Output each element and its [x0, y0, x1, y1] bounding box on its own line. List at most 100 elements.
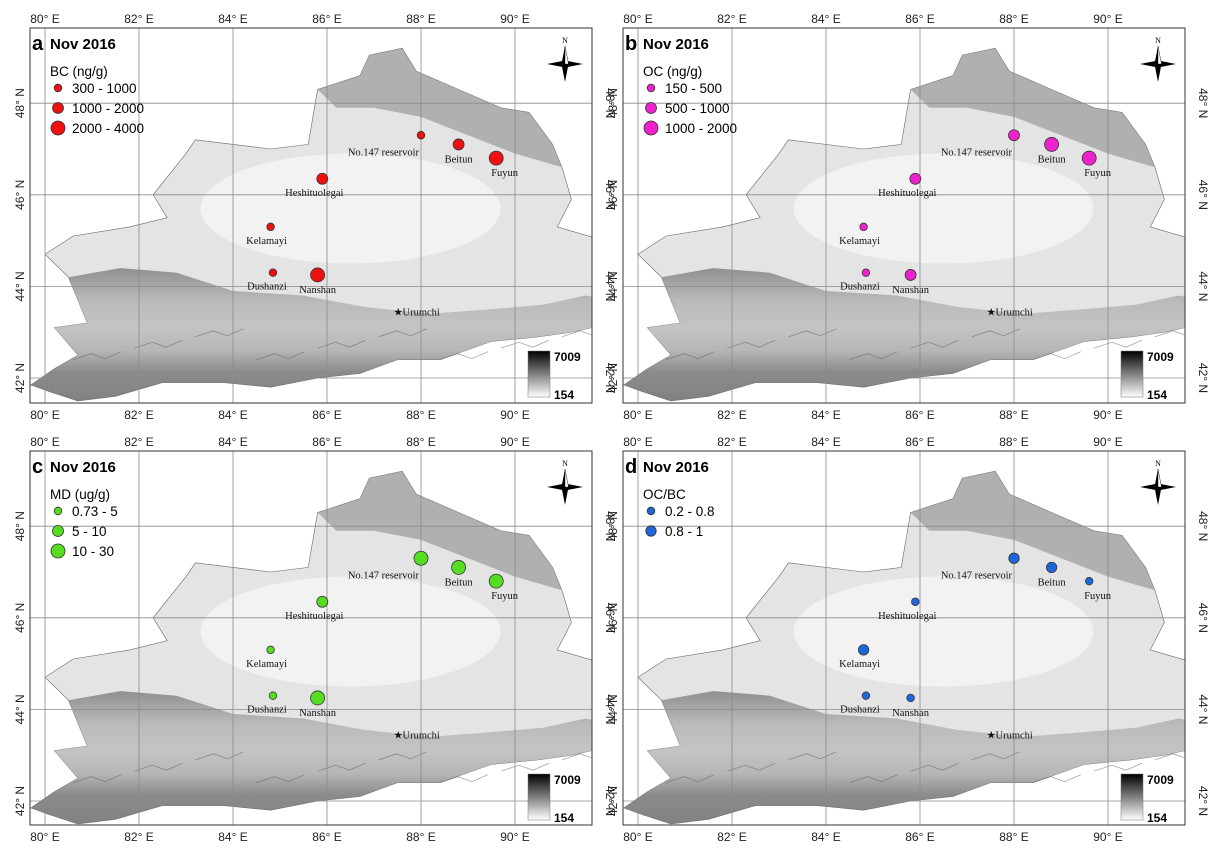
lon-tick-label-bottom: 82° E	[124, 830, 153, 844]
site-marker[interactable]	[488, 573, 504, 589]
site-label-urumchi: Urumchi	[403, 731, 440, 742]
north-arrow-icon: N	[547, 36, 583, 82]
junggar-basin	[793, 153, 1094, 264]
legend-title: OC/BC	[643, 487, 686, 502]
site-marker[interactable]	[268, 268, 278, 277]
site-marker[interactable]	[316, 595, 329, 608]
site-marker[interactable]	[451, 560, 467, 575]
site-marker[interactable]	[1008, 552, 1020, 564]
site-label: Heshituolegai	[285, 188, 343, 199]
terrain-layer	[623, 47, 1185, 402]
site-marker[interactable]	[861, 691, 871, 700]
junggar-basin	[793, 576, 1094, 687]
site-marker[interactable]	[266, 222, 275, 232]
lat-tick-label-right: 46° N	[603, 603, 617, 633]
lat-tick-label-right: 48° N	[1196, 511, 1208, 541]
site-marker[interactable]	[1084, 576, 1094, 586]
site-marker[interactable]	[266, 645, 275, 655]
lon-tick-label-top: 82° E	[717, 435, 746, 449]
urumchi-star-icon: ★	[987, 731, 997, 742]
map-panel-d: 80° E 80° E 82° E 82° E 84° E 84° E 86° E 86° E…	[606, 435, 1208, 844]
site-marker[interactable]	[416, 131, 426, 140]
lon-tick-label-top: 86° E	[312, 435, 341, 449]
ridge-line	[378, 328, 427, 338]
site-label: Kelamayi	[246, 659, 287, 670]
site-marker[interactable]	[904, 269, 917, 281]
elevation-max-label: 7009	[554, 773, 581, 787]
panel-date: Nov 2016	[643, 459, 709, 476]
site-label: Beitun	[445, 577, 474, 588]
lat-tick-label-left: 48° N	[606, 511, 620, 541]
lon-tick-label-bottom: 86° E	[905, 408, 934, 422]
lat-tick-label-left: 48° N	[606, 88, 620, 118]
lon-tick-label-top: 90° E	[1093, 435, 1122, 449]
site-marker[interactable]	[1044, 137, 1059, 152]
ridge-line	[134, 762, 183, 772]
site-marker[interactable]	[906, 693, 915, 703]
site-marker[interactable]	[310, 690, 326, 706]
lat-tick-label-right: 44° N	[1196, 271, 1208, 301]
lon-tick-label-bottom: 90° E	[500, 830, 529, 844]
site-marker[interactable]	[316, 172, 329, 185]
tianshan-shading	[30, 691, 592, 824]
urumchi-star-icon: ★	[394, 308, 404, 319]
site-marker[interactable]	[1046, 561, 1058, 574]
map-panel-a: 80° E 80° E 82° E 82° E 84° E 84° E 86° E 86° E…	[13, 12, 617, 422]
north-arrow-icon: N	[1140, 36, 1176, 82]
lon-tick-label-top: 88° E	[999, 435, 1028, 449]
site-label: Nanshan	[299, 708, 336, 719]
lat-tick-label-right: 46° N	[603, 180, 617, 210]
ridge-line	[195, 751, 244, 761]
site-marker[interactable]	[268, 691, 278, 700]
site-marker[interactable]	[488, 150, 504, 166]
ridge-line	[439, 351, 488, 361]
map-frame	[622, 27, 1186, 404]
ridge-line	[73, 351, 122, 361]
site-marker[interactable]	[861, 268, 871, 277]
legend-class-label: 1000 - 2000	[665, 121, 737, 136]
site-label: Fuyun	[1084, 591, 1112, 602]
ridge-line	[1032, 351, 1081, 361]
ridge-line	[1154, 330, 1185, 338]
legend-title: OC (ng/g)	[643, 64, 702, 79]
ridge-line	[666, 351, 715, 361]
legend-class-label: 300 - 1000	[72, 81, 137, 96]
altai-mountains	[910, 471, 1155, 591]
site-label: Fuyun	[1084, 168, 1112, 179]
site-label: Heshituolegai	[878, 611, 936, 622]
lon-tick-label-top: 82° E	[717, 12, 746, 26]
site-marker[interactable]	[1081, 150, 1097, 166]
ridge-line	[561, 753, 592, 761]
lon-tick-label-top: 84° E	[218, 435, 247, 449]
lat-tick-label-left: 44° N	[606, 271, 620, 301]
site-marker[interactable]	[857, 644, 870, 656]
lon-tick-label-top: 86° E	[312, 12, 341, 26]
site-marker[interactable]	[1008, 129, 1020, 142]
legend-class-label: 0.2 - 0.8	[665, 504, 715, 519]
legend-marker	[52, 525, 64, 537]
ridge-line	[727, 339, 776, 349]
site-marker[interactable]	[310, 267, 326, 283]
site-marker[interactable]	[911, 597, 920, 606]
site-marker[interactable]	[859, 222, 868, 232]
lon-tick-label-top: 84° E	[218, 12, 247, 26]
site-marker[interactable]	[413, 550, 429, 566]
lon-tick-label-bottom: 84° E	[811, 830, 840, 844]
altai-mountains	[910, 48, 1155, 168]
terrain-layer	[623, 470, 1185, 825]
site-label: Dushanzi	[840, 282, 880, 293]
elevation-colorbar	[1120, 350, 1144, 398]
urumchi-star-icon: ★	[394, 731, 404, 742]
site-marker[interactable]	[452, 138, 465, 151]
site-label-urumchi: Urumchi	[996, 731, 1033, 742]
site-label: No.147 reservoir	[348, 570, 420, 581]
site-label: Dushanzi	[247, 282, 287, 293]
elevation-max-label: 7009	[554, 350, 581, 364]
panel-letter: b	[625, 33, 637, 55]
lon-tick-label-bottom: 86° E	[312, 830, 341, 844]
site-marker[interactable]	[909, 172, 922, 185]
north-arrow-icon: N	[547, 459, 583, 505]
lat-tick-label-right: 46° N	[1196, 180, 1208, 210]
lat-tick-label-right: 48° N	[603, 511, 617, 541]
lon-tick-label-bottom: 90° E	[1093, 408, 1122, 422]
